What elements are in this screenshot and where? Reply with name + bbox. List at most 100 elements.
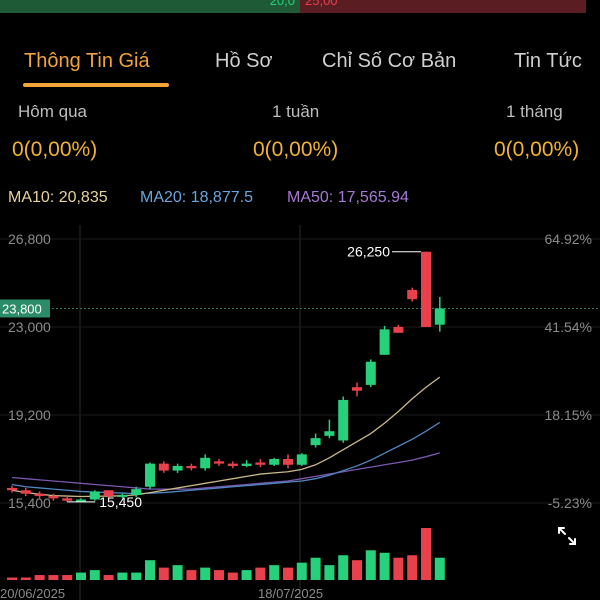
pct-tick-label: -5.23% [548, 495, 592, 511]
sell-value: 25,00 [305, 0, 338, 8]
candle-body [76, 499, 86, 502]
perf-period-week: 1 tuần [272, 102, 320, 121]
candle-body [62, 498, 73, 501]
candle-body [407, 289, 418, 300]
volume-bar [338, 555, 349, 580]
candle-body [310, 438, 321, 446]
volume-bar [76, 572, 86, 580]
candle-body [34, 493, 45, 497]
volume-bar [158, 567, 169, 580]
volume-bar [103, 575, 114, 580]
pct-tick-label: 18.15% [545, 407, 592, 423]
volume-bar [89, 570, 100, 580]
candle-body [269, 459, 280, 465]
y-tick-label: 19,200 [8, 407, 51, 423]
candle-body [324, 431, 335, 436]
volume-bar [407, 555, 418, 580]
candle-body [89, 491, 100, 500]
candle-body [48, 496, 59, 499]
y-tick-label: 26,800 [8, 231, 51, 247]
candle-body [434, 308, 445, 325]
perf-value-yesterday: 0(0,00%) [12, 138, 98, 161]
perf-value-week: 0(0,00%) [253, 138, 339, 161]
volume-bar [145, 560, 155, 580]
price-chart[interactable]: 26,800 23,000 19,200 15,400 64.92% 41.54% 18.1… [0, 225, 600, 600]
candle-body [283, 459, 293, 465]
candle-body [255, 462, 266, 465]
candle-body [172, 465, 183, 471]
volume-bar [172, 565, 183, 580]
candle-body [131, 489, 142, 495]
ma10-line [11, 376, 441, 498]
volume-bar [434, 557, 445, 580]
candle-body [117, 494, 128, 497]
volume-bar [7, 577, 17, 580]
volume-bar [352, 560, 362, 580]
x-tick-label: 18/07/2025 [258, 586, 323, 600]
tab-profile[interactable]: Hồ Sơ [215, 50, 273, 72]
volume-bar [200, 567, 211, 580]
ma50-legend: MA50: 17,565.94 [287, 189, 409, 206]
volume-bar [365, 550, 376, 580]
tab-price-info[interactable]: Thông Tin Giá [24, 50, 150, 72]
buy-side-bar [0, 0, 300, 13]
volume-bar [48, 575, 59, 580]
perf-period-yesterday: Hôm qua [18, 102, 87, 121]
candle-body [103, 490, 114, 497]
candle-body [214, 461, 224, 464]
candle-body [296, 454, 307, 465]
candle-body [20, 490, 31, 494]
volume-bar [227, 572, 238, 580]
candle-body [338, 399, 349, 441]
buy-value: 20,0 [269, 0, 295, 8]
ma20-legend: MA20: 18,877.5 [140, 189, 253, 206]
candle-body [158, 463, 169, 471]
sell-side-bar [300, 0, 586, 13]
volume-bar [310, 557, 321, 580]
candle-body [7, 487, 17, 491]
volume-bar [20, 577, 31, 580]
pct-tick-label: 41.54% [545, 319, 592, 335]
volume-bar [324, 565, 335, 580]
candle-body [393, 327, 404, 333]
volume-bar [241, 570, 252, 580]
candle-body [227, 463, 238, 466]
current-price-label: 23,800 [2, 301, 42, 316]
tab-news[interactable]: Tin Tức [514, 50, 582, 72]
low-price-label: 15,450 [99, 494, 142, 510]
volume-bar [379, 552, 390, 580]
current-price-badge [0, 299, 50, 318]
volume-bar [269, 565, 280, 580]
candle-body [241, 463, 252, 466]
candle-body [186, 465, 197, 469]
volume-bar [255, 567, 266, 580]
y-tick-label: 23,000 [8, 319, 51, 335]
ma20-line [11, 421, 441, 495]
volume-bar [393, 557, 404, 580]
pct-tick-label: 64.92% [545, 231, 592, 247]
volume-bar [296, 562, 307, 580]
candle-body [352, 387, 362, 391]
candle-body [379, 329, 390, 355]
volume-bar [283, 567, 293, 580]
volume-bar [62, 575, 73, 580]
candle-body [365, 361, 376, 385]
volume-bar [186, 570, 197, 580]
candle-body [200, 457, 211, 469]
volume-bar [117, 572, 128, 580]
expand-arrows-icon[interactable] [556, 525, 578, 547]
volume-bar [214, 570, 224, 580]
perf-period-month: 1 tháng [506, 102, 563, 121]
volume-bar [34, 575, 45, 580]
x-tick-label: 20/06/2025 [0, 586, 65, 600]
candle-body [145, 463, 155, 487]
ma10-legend: MA10: 20,835 [8, 189, 108, 206]
tab-fundamentals[interactable]: Chỉ Số Cơ Bản [322, 50, 457, 72]
perf-value-month: 0(0,00%) [494, 138, 580, 161]
volume-bar [131, 572, 142, 580]
high-price-label: 26,250 [347, 244, 390, 260]
y-tick-label: 15,400 [8, 495, 51, 511]
active-tab-indicator [23, 83, 169, 87]
ma50-line [11, 452, 440, 490]
volume-bar [421, 528, 431, 580]
